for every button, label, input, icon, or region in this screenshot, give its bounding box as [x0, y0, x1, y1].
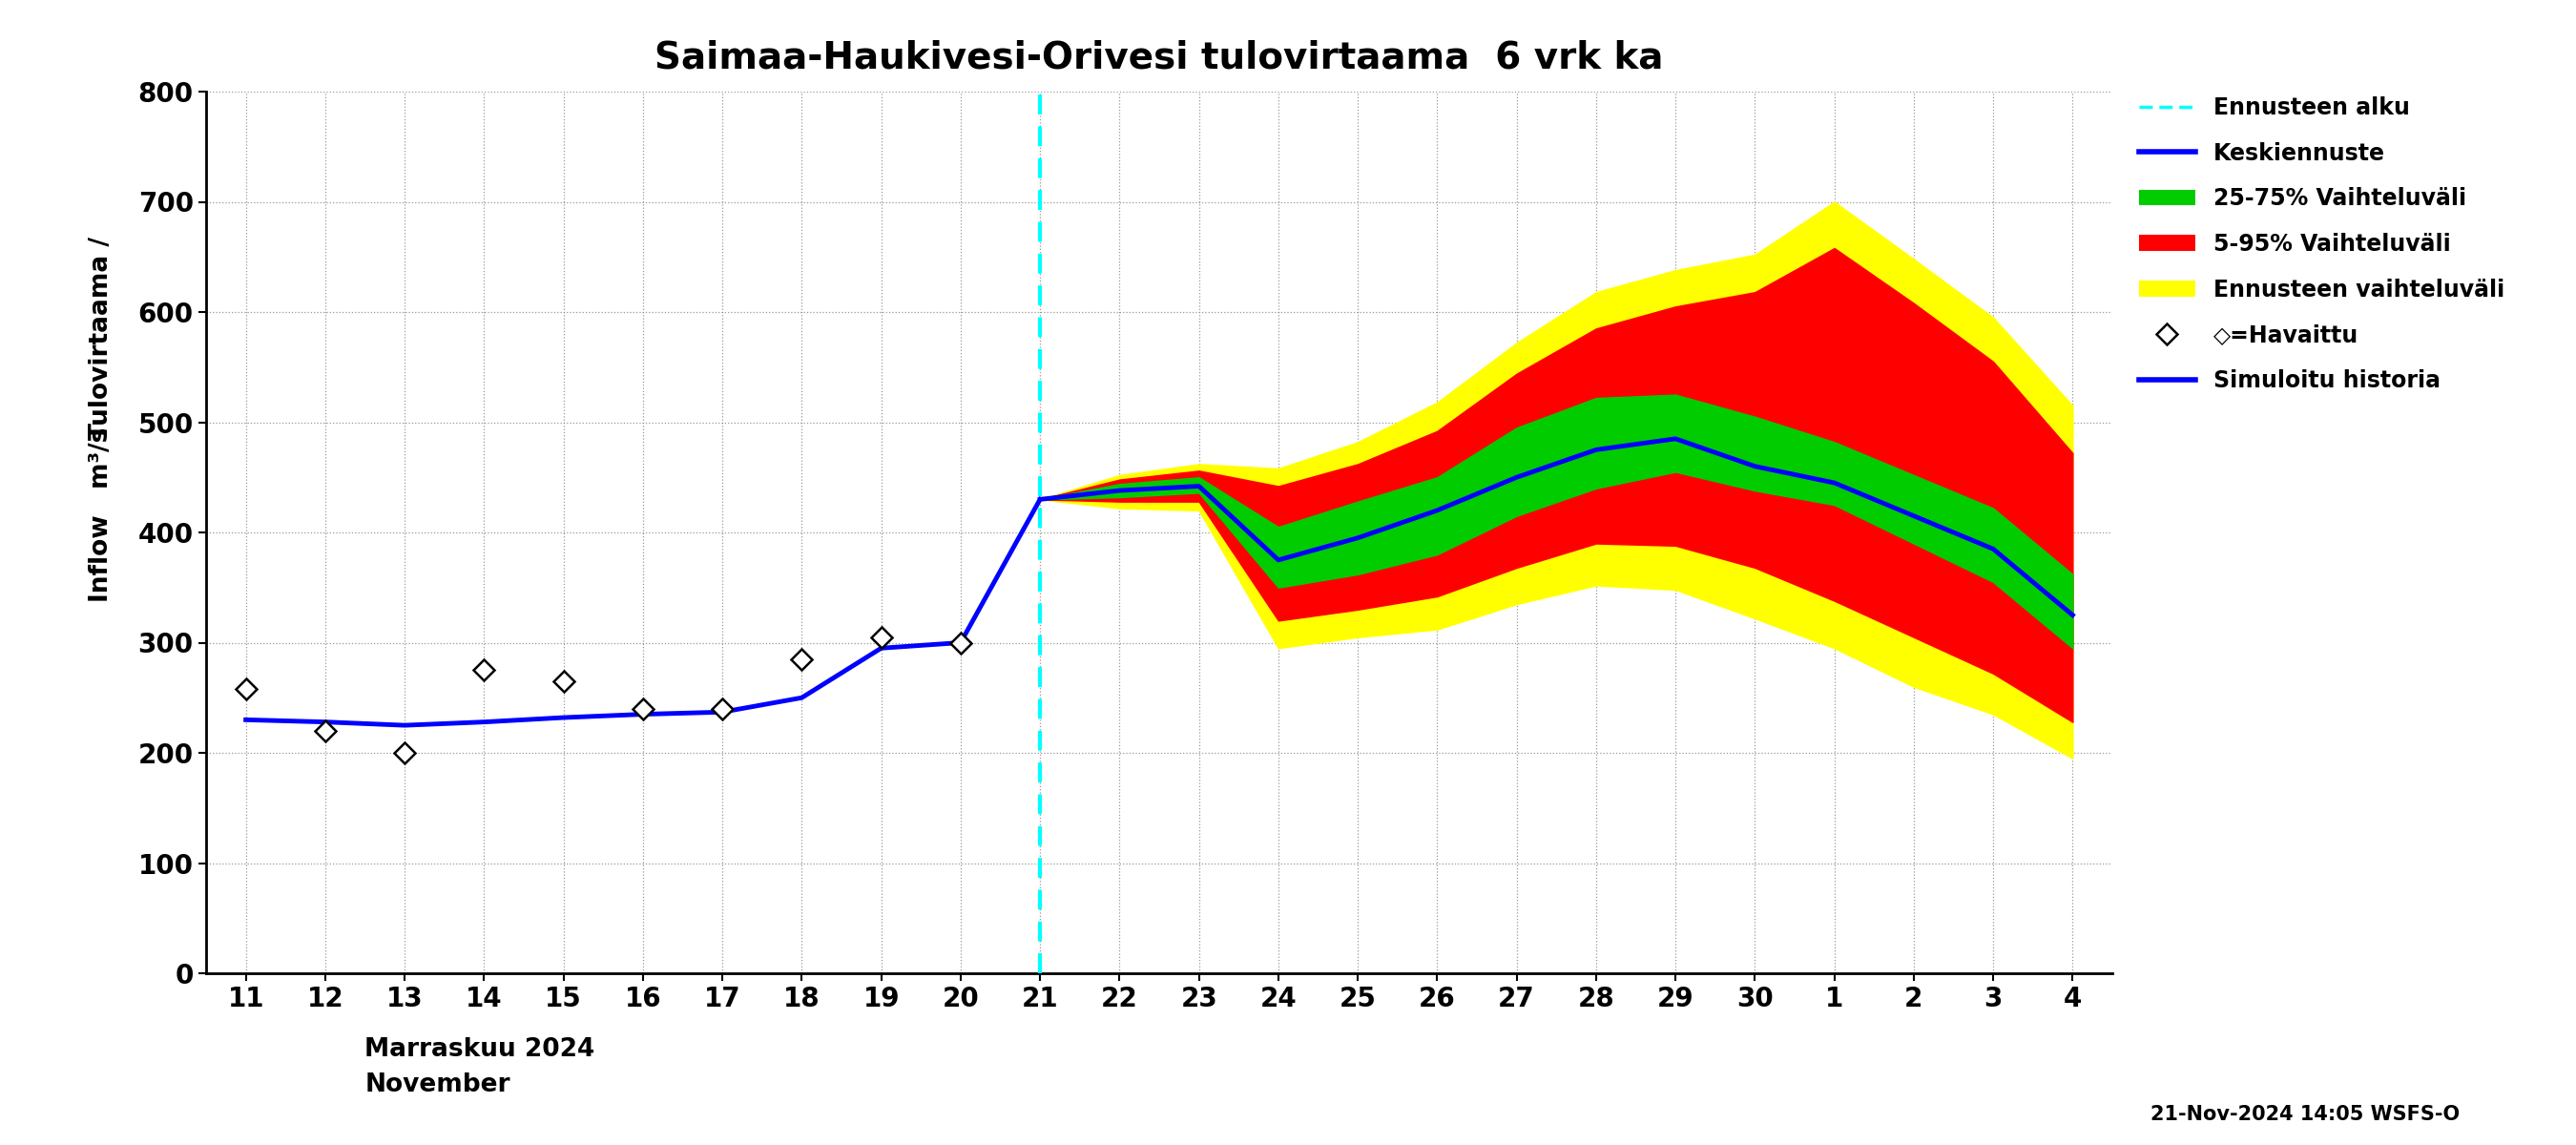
- Text: Marraskuu 2024: Marraskuu 2024: [366, 1037, 595, 1061]
- Title: Saimaa-Haukivesi-Orivesi tulovirtaama  6 vrk ka: Saimaa-Haukivesi-Orivesi tulovirtaama 6 …: [654, 39, 1664, 76]
- Legend: Ennusteen alku, Keskiennuste, 25-75% Vaihteluväli, 5-95% Vaihteluväli, Ennusteen: Ennusteen alku, Keskiennuste, 25-75% Vai…: [2128, 85, 2517, 403]
- Text: 21-Nov-2024 14:05 WSFS-O: 21-Nov-2024 14:05 WSFS-O: [2151, 1105, 2460, 1124]
- Text: November: November: [366, 1073, 510, 1097]
- Text: Inflow   m³/s: Inflow m³/s: [88, 427, 113, 602]
- Text: Tulovirtaama /: Tulovirtaama /: [88, 237, 113, 440]
